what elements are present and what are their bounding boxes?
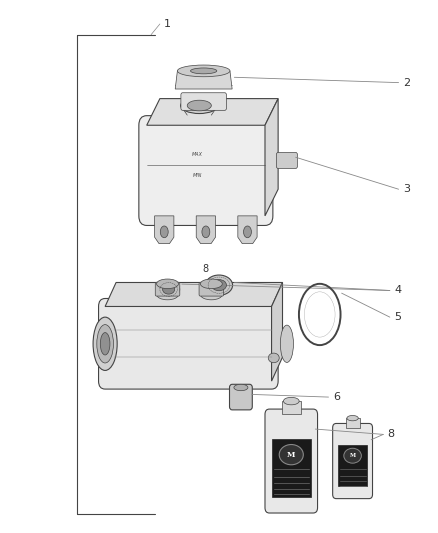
Ellipse shape: [205, 275, 233, 295]
Bar: [338, 445, 367, 486]
Bar: [272, 439, 311, 497]
FancyBboxPatch shape: [333, 423, 372, 499]
Text: MAX: MAX: [191, 152, 203, 157]
Ellipse shape: [97, 325, 113, 363]
FancyBboxPatch shape: [230, 384, 252, 410]
Ellipse shape: [200, 289, 222, 300]
Ellipse shape: [280, 325, 293, 362]
Ellipse shape: [187, 100, 211, 111]
Ellipse shape: [93, 317, 117, 370]
Polygon shape: [238, 216, 257, 244]
Ellipse shape: [279, 445, 304, 465]
Ellipse shape: [100, 333, 110, 355]
Polygon shape: [265, 99, 278, 216]
Polygon shape: [272, 282, 283, 381]
Text: M: M: [350, 453, 356, 458]
Ellipse shape: [212, 280, 226, 290]
Ellipse shape: [244, 226, 251, 238]
Text: 5: 5: [394, 312, 401, 322]
Ellipse shape: [180, 98, 218, 114]
Polygon shape: [155, 216, 174, 244]
Ellipse shape: [344, 448, 361, 463]
FancyBboxPatch shape: [276, 152, 297, 168]
Ellipse shape: [157, 279, 178, 289]
Polygon shape: [147, 99, 278, 125]
Bar: [282, 401, 301, 415]
Ellipse shape: [157, 289, 178, 300]
Polygon shape: [175, 71, 232, 89]
Ellipse shape: [283, 398, 299, 405]
Ellipse shape: [158, 281, 180, 298]
FancyBboxPatch shape: [265, 409, 318, 513]
Text: M: M: [287, 450, 296, 459]
Ellipse shape: [177, 65, 230, 77]
Ellipse shape: [200, 279, 222, 289]
Text: 8: 8: [203, 264, 209, 274]
Text: 1: 1: [164, 19, 171, 29]
Ellipse shape: [234, 384, 248, 391]
Ellipse shape: [202, 226, 210, 238]
FancyBboxPatch shape: [99, 298, 278, 389]
Ellipse shape: [191, 68, 217, 74]
Ellipse shape: [162, 285, 175, 294]
Text: 3: 3: [403, 184, 410, 194]
Text: 8: 8: [388, 430, 395, 439]
FancyBboxPatch shape: [199, 282, 223, 296]
Ellipse shape: [160, 226, 168, 238]
FancyBboxPatch shape: [139, 116, 273, 225]
Bar: [346, 418, 360, 427]
Text: 2: 2: [403, 78, 410, 87]
Text: MIN: MIN: [192, 173, 202, 179]
Text: 4: 4: [394, 286, 401, 295]
Polygon shape: [105, 282, 283, 306]
FancyBboxPatch shape: [181, 93, 226, 110]
Polygon shape: [196, 216, 215, 244]
FancyBboxPatch shape: [155, 282, 180, 296]
Ellipse shape: [268, 353, 279, 362]
Text: 6: 6: [333, 392, 340, 402]
Ellipse shape: [347, 416, 358, 421]
